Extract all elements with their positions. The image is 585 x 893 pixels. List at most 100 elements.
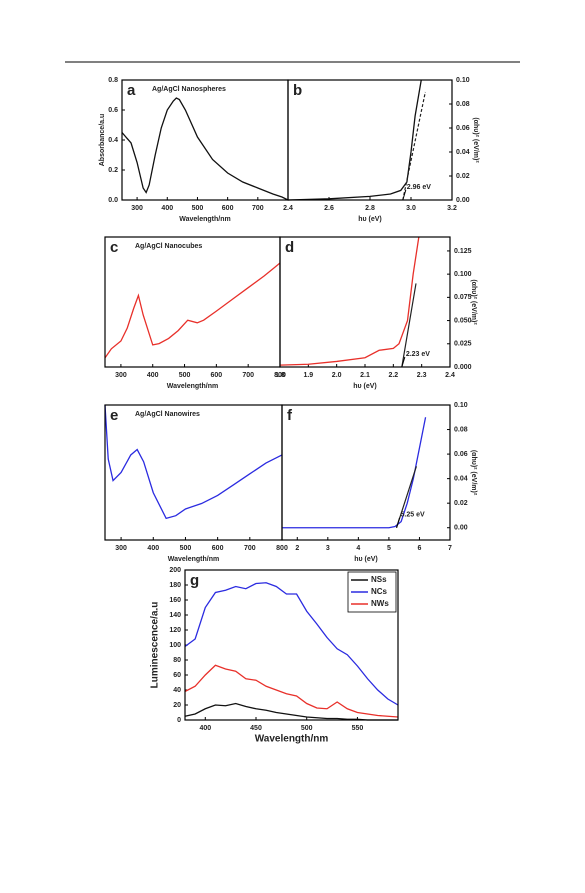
panel-letter: b xyxy=(293,82,302,99)
x-tick-label: 2.8 xyxy=(365,205,375,212)
annotation-arrow xyxy=(396,517,401,528)
x-tick-label: 1.8 xyxy=(275,372,285,379)
x-tick-label: 550 xyxy=(352,725,364,732)
panel-letter: e xyxy=(110,407,118,424)
x-tick-label: 1.9 xyxy=(303,372,313,379)
fit-line xyxy=(402,91,426,201)
y-tick-label: 0.04 xyxy=(454,475,468,482)
panel-title: Ag/AgCl Nanowires xyxy=(135,411,200,418)
y-tick-label: 0.02 xyxy=(456,173,470,180)
fit-line xyxy=(395,466,417,528)
panel-letter: g xyxy=(190,572,199,589)
panel-letter: d xyxy=(285,239,294,256)
plot-frame xyxy=(121,79,289,201)
x-tick-label: 5 xyxy=(387,545,391,552)
y-tick-label: 0.6 xyxy=(108,107,118,114)
x-axis-label: hυ (eV) xyxy=(353,383,377,390)
x-axis-label: hυ (eV) xyxy=(358,216,382,223)
y-axis-label: (αhυ)² (eV/m)² xyxy=(472,117,479,163)
x-tick-label: 2.3 xyxy=(417,372,427,379)
y-axis-label: Luminescence/a.u xyxy=(150,602,161,689)
y-tick-label: 180 xyxy=(169,582,181,589)
plot-frame xyxy=(104,404,283,541)
x-axis-label: Wavelength/nm xyxy=(255,734,329,745)
y-tick-label: 140 xyxy=(169,612,181,619)
x-tick-label: 2.6 xyxy=(324,205,334,212)
panel-title: Ag/AgCl Nanocubes xyxy=(135,243,202,250)
x-tick-label: 700 xyxy=(252,205,264,212)
y-tick-label: 0.00 xyxy=(454,525,468,532)
x-axis-label: Wavelength/nm xyxy=(168,556,219,563)
plot-frame xyxy=(287,79,453,201)
x-tick-label: 600 xyxy=(222,205,234,212)
x-tick-label: 600 xyxy=(212,545,224,552)
series-line xyxy=(184,582,399,706)
x-tick-label: 2.2 xyxy=(388,372,398,379)
x-tick-label: 300 xyxy=(131,205,143,212)
panel-letter: f xyxy=(287,407,293,424)
y-tick-label: 0.000 xyxy=(454,364,472,371)
annotation-label: 2.23 eV xyxy=(406,351,430,358)
y-tick-label: 100 xyxy=(169,642,181,649)
x-tick-label: 300 xyxy=(115,372,127,379)
y-tick-label: 0.125 xyxy=(454,248,472,255)
y-tick-label: 0.0 xyxy=(108,197,118,204)
x-tick-label: 700 xyxy=(244,545,256,552)
panel-letter: c xyxy=(110,239,118,256)
y-tick-label: 0.4 xyxy=(108,137,118,144)
y-tick-label: 0.04 xyxy=(456,149,470,156)
x-tick-label: 500 xyxy=(179,372,191,379)
x-axis-label: Wavelength/nm xyxy=(167,383,218,390)
y-tick-label: 160 xyxy=(169,597,181,604)
series-line xyxy=(104,404,283,520)
x-tick-label: 800 xyxy=(276,545,288,552)
y-axis-label: (αhυ)² (eV/m)² xyxy=(470,450,477,496)
y-tick-label: 0.02 xyxy=(454,500,468,507)
y-tick-label: 0.10 xyxy=(454,402,468,409)
y-tick-label: 0.08 xyxy=(454,426,468,433)
x-tick-label: 3 xyxy=(326,545,330,552)
y-tick-label: 60 xyxy=(173,672,181,679)
y-tick-label: 0.050 xyxy=(454,317,472,324)
x-tick-label: 300 xyxy=(115,545,127,552)
y-tick-label: 120 xyxy=(169,627,181,634)
x-tick-label: 600 xyxy=(211,372,223,379)
series-line xyxy=(121,97,289,201)
panel-letter: a xyxy=(127,82,136,99)
x-axis-label: Wavelength/nm xyxy=(179,216,230,223)
x-tick-label: 7 xyxy=(448,545,452,552)
annotation-arrow xyxy=(402,189,407,201)
x-tick-label: 4 xyxy=(356,545,360,552)
x-tick-label: 800 xyxy=(274,372,286,379)
x-tick-label: 500 xyxy=(192,205,204,212)
annotation-arrow xyxy=(401,356,406,368)
x-tick-label: 700 xyxy=(242,372,254,379)
x-tick-label: 400 xyxy=(199,725,211,732)
annotation-label: 5.25 eV xyxy=(401,512,425,519)
y-axis-label: Absorbance/a.u xyxy=(99,114,106,167)
plot-frame xyxy=(281,404,451,541)
x-tick-label: 2.4 xyxy=(283,205,293,212)
series-line xyxy=(287,79,422,201)
y-tick-label: 0.06 xyxy=(456,125,470,132)
plot-frame xyxy=(184,569,399,721)
legend-label: NSs xyxy=(371,575,387,584)
plot-frame xyxy=(104,236,281,368)
panel-title: Ag/AgCl Nanospheres xyxy=(152,86,226,93)
y-tick-label: 20 xyxy=(173,702,181,709)
x-tick-label: 450 xyxy=(250,725,262,732)
x-tick-label: 400 xyxy=(147,545,159,552)
y-tick-label: 200 xyxy=(169,567,181,574)
x-tick-label: 2.0 xyxy=(332,372,342,379)
series-line xyxy=(184,664,399,718)
legend-label: NWs xyxy=(371,599,389,608)
plot-frame xyxy=(279,236,451,368)
x-tick-label: 3.0 xyxy=(406,205,416,212)
x-tick-label: 2.4 xyxy=(445,372,455,379)
y-tick-label: 0.2 xyxy=(108,167,118,174)
y-tick-label: 0.08 xyxy=(456,101,470,108)
fit-line xyxy=(401,283,417,368)
legend-label: NCs xyxy=(371,587,388,596)
y-tick-label: 0.075 xyxy=(454,294,472,301)
